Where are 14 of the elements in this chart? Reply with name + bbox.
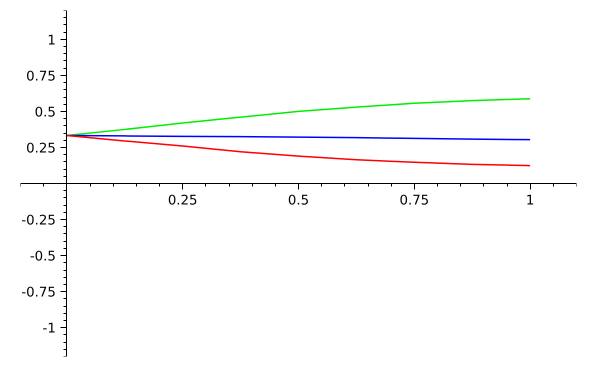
x-tick-label: 1 xyxy=(526,194,534,208)
y-tick-label: 1 xyxy=(47,33,56,48)
x-tick-label: 0.5 xyxy=(288,194,310,208)
line-series xyxy=(66,98,531,136)
y-tick-label: -0.5 xyxy=(30,250,56,265)
y-tick-label: -0.25 xyxy=(21,214,56,229)
line-series xyxy=(66,134,531,166)
y-tick-label: 0.5 xyxy=(34,105,56,120)
y-tick-label: -1 xyxy=(42,322,56,337)
y-tick-label: -0.75 xyxy=(21,286,56,301)
x-tick-label: 0.75 xyxy=(399,194,430,208)
y-tick-label: 0.25 xyxy=(26,141,56,156)
x-tick-label: 0.25 xyxy=(168,194,198,208)
y-tick-label: 0.75 xyxy=(26,69,56,84)
